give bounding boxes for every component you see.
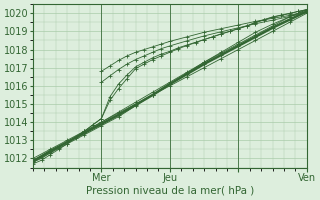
- X-axis label: Pression niveau de la mer( hPa ): Pression niveau de la mer( hPa ): [86, 186, 254, 196]
